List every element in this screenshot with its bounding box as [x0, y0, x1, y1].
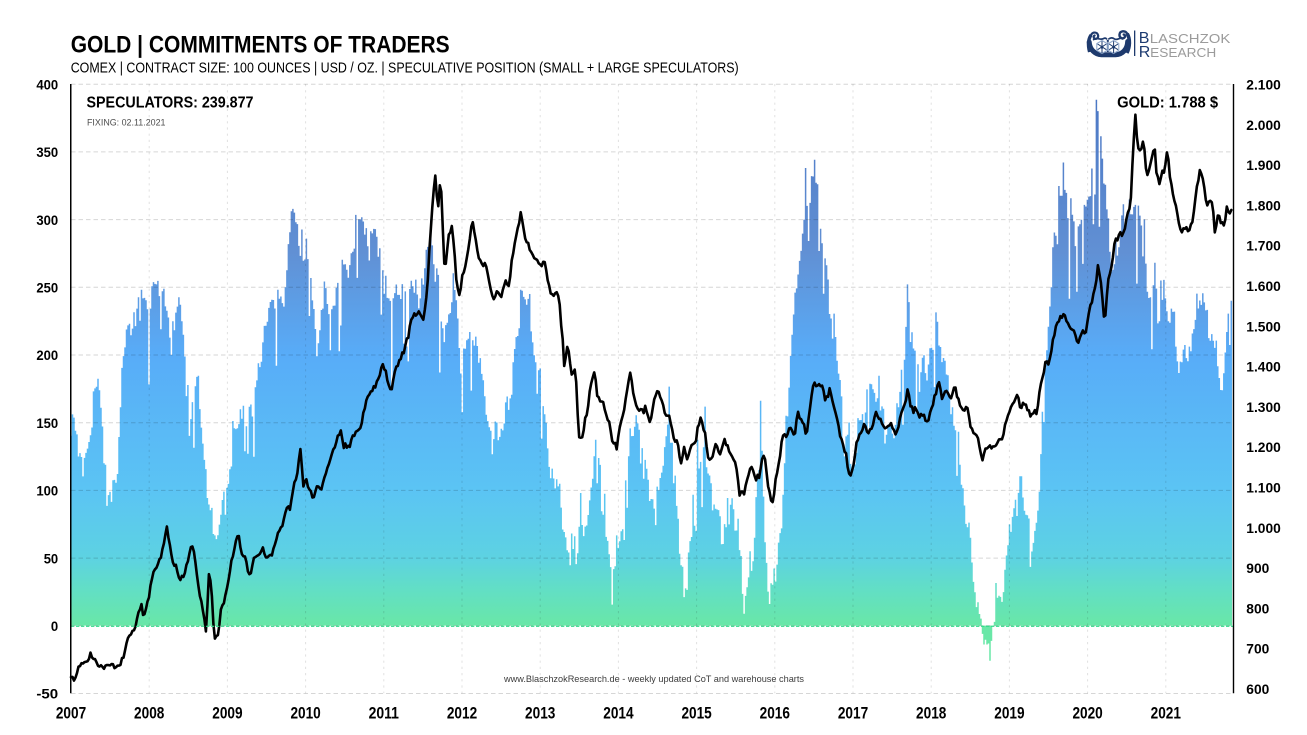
- svg-text:R: R: [1139, 44, 1151, 61]
- svg-text:300: 300: [36, 212, 58, 228]
- svg-text:LASCHZOK: LASCHZOK: [1150, 31, 1231, 46]
- svg-text:2011: 2011: [369, 703, 399, 722]
- svg-text:1.500: 1.500: [1246, 318, 1281, 334]
- svg-text:GOLD | COMMITMENTS OF TRADERS: GOLD | COMMITMENTS OF TRADERS: [71, 32, 450, 59]
- svg-text:-50: -50: [36, 686, 58, 702]
- svg-text:2007: 2007: [56, 703, 86, 722]
- svg-text:150: 150: [36, 415, 58, 431]
- svg-text:2019: 2019: [994, 703, 1024, 722]
- svg-text:2015: 2015: [681, 703, 711, 722]
- svg-text:1.100: 1.100: [1246, 480, 1281, 496]
- svg-text:1.900: 1.900: [1246, 157, 1281, 173]
- svg-text:2008: 2008: [134, 703, 164, 722]
- svg-text:1.200: 1.200: [1246, 439, 1281, 455]
- svg-text:2010: 2010: [290, 703, 320, 722]
- svg-text:1.600: 1.600: [1246, 278, 1281, 294]
- svg-text:SPECULATORS: 239.877: SPECULATORS: 239.877: [87, 94, 254, 111]
- svg-text:1.000: 1.000: [1246, 520, 1281, 536]
- svg-text:2.100: 2.100: [1246, 77, 1281, 93]
- svg-text:1.700: 1.700: [1246, 238, 1281, 254]
- svg-text:250: 250: [36, 280, 58, 296]
- svg-text:2018: 2018: [916, 703, 946, 722]
- svg-text:FIXING: 02.11.2021: FIXING: 02.11.2021: [87, 118, 166, 129]
- svg-text:400: 400: [36, 76, 58, 92]
- svg-text:GOLD: 1.788 $: GOLD: 1.788 $: [1117, 95, 1218, 112]
- svg-text:2016: 2016: [760, 703, 790, 722]
- svg-text:2012: 2012: [447, 703, 477, 722]
- svg-text:2021: 2021: [1151, 703, 1181, 722]
- svg-text:1.300: 1.300: [1246, 399, 1281, 415]
- svg-text:2.000: 2.000: [1246, 117, 1281, 133]
- svg-text:100: 100: [36, 483, 58, 499]
- svg-text:2009: 2009: [212, 703, 242, 722]
- svg-text:1.800: 1.800: [1246, 197, 1281, 213]
- svg-text:200: 200: [36, 347, 58, 363]
- svg-text:ESEARCH: ESEARCH: [1150, 45, 1216, 60]
- svg-text:1.400: 1.400: [1246, 359, 1281, 375]
- svg-text:2014: 2014: [603, 703, 634, 722]
- svg-text:350: 350: [36, 144, 58, 160]
- svg-text:2020: 2020: [1072, 703, 1102, 722]
- svg-text:2017: 2017: [838, 703, 868, 722]
- svg-text:2013: 2013: [525, 703, 555, 722]
- svg-text:0: 0: [51, 618, 58, 634]
- svg-text:B: B: [1139, 30, 1150, 47]
- svg-text:www.BlaschzokResearch.de - we: www.BlaschzokResearch.de - weekly update…: [503, 674, 804, 684]
- svg-text:COMEX | CONTRACT SIZE: 100 OUN: COMEX | CONTRACT SIZE: 100 OUNCES | USD …: [71, 60, 739, 76]
- svg-text:800: 800: [1246, 600, 1269, 616]
- svg-text:900: 900: [1246, 560, 1269, 576]
- svg-text:50: 50: [44, 550, 59, 566]
- svg-text:600: 600: [1246, 681, 1269, 697]
- svg-text:700: 700: [1246, 641, 1269, 657]
